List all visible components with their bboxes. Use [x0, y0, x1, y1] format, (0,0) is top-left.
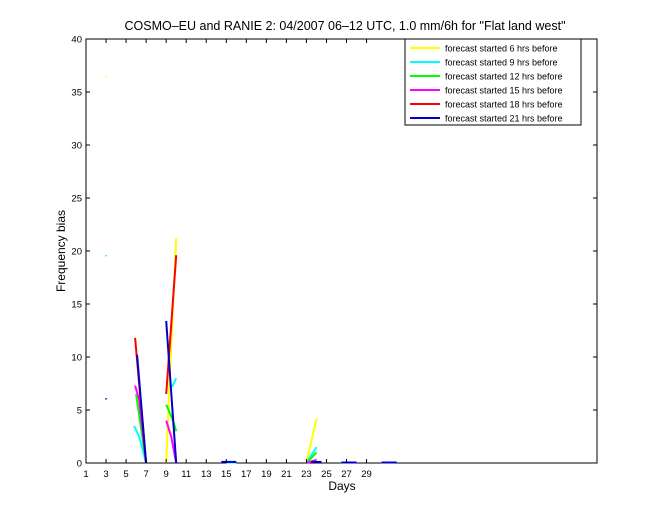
chart-title: COSMO–EU and RANIE 2: 04/2007 06–12 UTC,…	[124, 19, 565, 33]
legend: forecast started 6 hrs before forecast st…	[405, 39, 581, 125]
y-tick-label: 30	[71, 141, 82, 152]
y-tick-label: 5	[77, 406, 82, 417]
x-axis-label: Days	[328, 479, 355, 493]
y-tick-label: 40	[71, 35, 82, 46]
y-tick-label: 35	[71, 88, 82, 99]
x-tick-label: 21	[281, 469, 292, 480]
legend-label-2: forecast started 12 hrs before	[445, 72, 563, 82]
y-tick-label: 15	[71, 300, 82, 311]
x-tick-label: 23	[301, 469, 312, 480]
y-tick-label: 20	[71, 247, 82, 258]
legend-label-1: forecast started 9 hrs before	[445, 58, 558, 68]
x-tick-label: 5	[123, 469, 128, 480]
x-tick-label: 19	[261, 469, 272, 480]
legend-label-3: forecast started 15 hrs before	[445, 86, 563, 96]
legend-label-4: forecast started 18 hrs before	[445, 100, 563, 110]
legend-label-5: forecast started 21 hrs before	[445, 114, 563, 124]
x-tick-label: 29	[361, 469, 372, 480]
legend-label-0: forecast started 6 hrs before	[445, 44, 558, 54]
y-tick-label: 25	[71, 194, 82, 205]
x-tick-label: 11	[181, 469, 191, 480]
y-tick-label: 10	[71, 353, 82, 364]
x-tick-label: 17	[241, 469, 252, 480]
x-tick-label: 13	[201, 469, 212, 480]
x-tick-label: 3	[103, 469, 108, 480]
y-axis-label: Frequency bias	[54, 210, 68, 292]
x-tick-label: 9	[164, 469, 169, 480]
x-tick-label: 7	[143, 469, 148, 480]
x-tick-label: 1	[83, 469, 88, 480]
y-tick-label: 0	[77, 459, 82, 470]
x-tick-label: 15	[221, 469, 232, 480]
